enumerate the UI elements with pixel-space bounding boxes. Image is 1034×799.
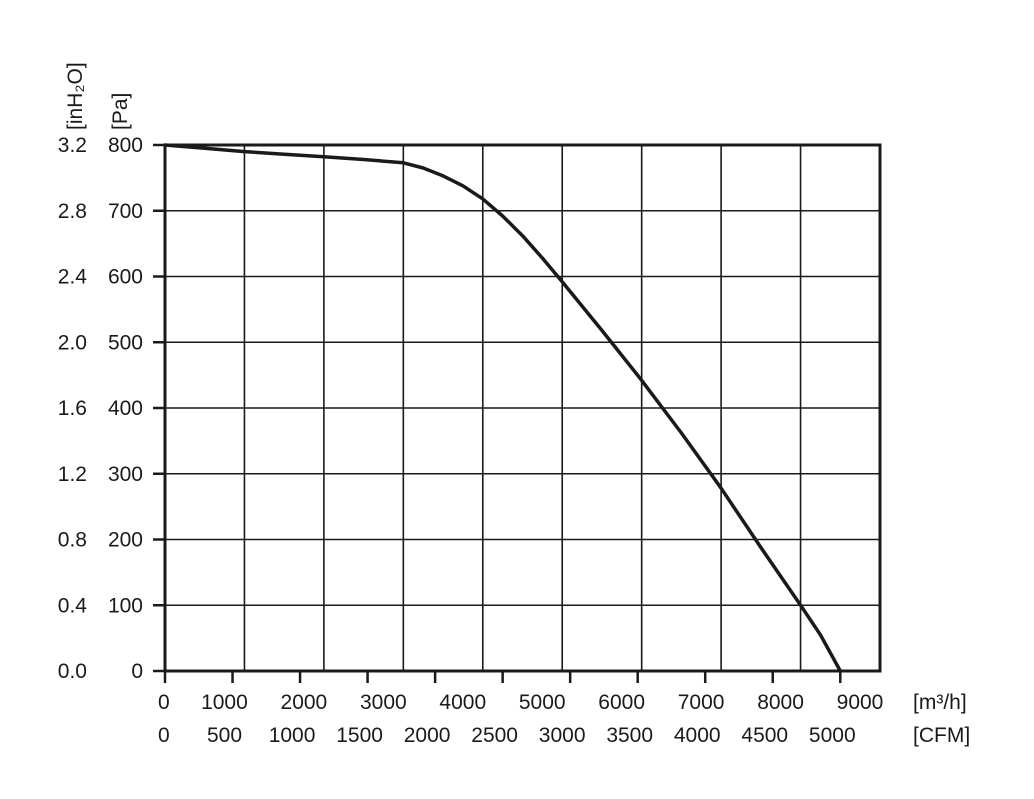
x-tick-label-m3h: 9000 <box>837 691 884 714</box>
x-tick-label-cfm: 3500 <box>606 724 653 747</box>
y-tick-label-pa: 600 <box>108 266 143 289</box>
y-tick-label-inh2o: 2.8 <box>58 200 87 223</box>
x-tick-label-m3h: 3000 <box>360 691 407 714</box>
y-tick-label-inh2o: 0.4 <box>58 594 88 617</box>
x-unit-primary: [m³/h] <box>913 691 967 714</box>
y-tick-label-pa: 700 <box>108 200 143 223</box>
y-tick-label-inh2o: 1.2 <box>58 463 87 486</box>
x-tick-label-m3h: 4000 <box>439 691 486 714</box>
y-tick-label-pa: 200 <box>108 529 143 552</box>
x-tick-label-cfm: 0 <box>158 724 170 747</box>
y-tick-label-inh2o: 2.0 <box>58 331 87 354</box>
x-tick-label-m3h: 6000 <box>598 691 645 714</box>
x-tick-label-cfm: 5000 <box>809 724 856 747</box>
y-tick-label-inh2o: 3.2 <box>58 134 87 157</box>
x-tick-label-cfm: 4500 <box>741 724 788 747</box>
x-tick-label-m3h: 7000 <box>678 691 725 714</box>
y-unit-secondary: [inH₂O] <box>64 62 87 130</box>
y-tick-label-pa: 500 <box>108 331 143 354</box>
y-tick-label-pa: 400 <box>108 397 143 420</box>
y-tick-label-inh2o: 2.4 <box>58 266 88 289</box>
y-unit-primary: [Pa] <box>109 93 132 130</box>
grid-lines <box>165 145 880 671</box>
x-tick-label-cfm: 1000 <box>269 724 316 747</box>
y-tick-label-inh2o: 0.8 <box>58 529 87 552</box>
x-tick-label-m3h: 5000 <box>519 691 566 714</box>
x-tick-label-cfm: 500 <box>207 724 242 747</box>
x-tick-label-cfm: 4000 <box>674 724 721 747</box>
x-tick-label-m3h: 2000 <box>281 691 328 714</box>
y-tick-label-inh2o: 0.0 <box>58 660 87 683</box>
axis-ticks <box>153 143 842 683</box>
x-tick-label-cfm: 3000 <box>539 724 586 747</box>
y-tick-label-pa: 100 <box>108 594 143 617</box>
y-tick-label-pa: 800 <box>108 134 143 157</box>
x-tick-label-cfm: 1500 <box>336 724 383 747</box>
pressure-flow-curve <box>163 143 843 673</box>
x-tick-label-cfm: 2000 <box>404 724 451 747</box>
tick-labels: 0 100 200 300 400 500 600 700 800 0.0 0.4 0.8 1.2 1.6… <box>58 134 884 747</box>
x-tick-label-m3h: 8000 <box>757 691 804 714</box>
y-tick-label-pa: 300 <box>108 463 143 486</box>
y-tick-label-pa: 0 <box>131 660 143 683</box>
y-tick-label-inh2o: 1.6 <box>58 397 87 420</box>
x-tick-label-m3h: 0 <box>158 691 170 714</box>
x-tick-label-cfm: 2500 <box>471 724 518 747</box>
x-unit-secondary: [CFM] <box>913 724 970 747</box>
x-tick-label-m3h: 1000 <box>201 691 248 714</box>
